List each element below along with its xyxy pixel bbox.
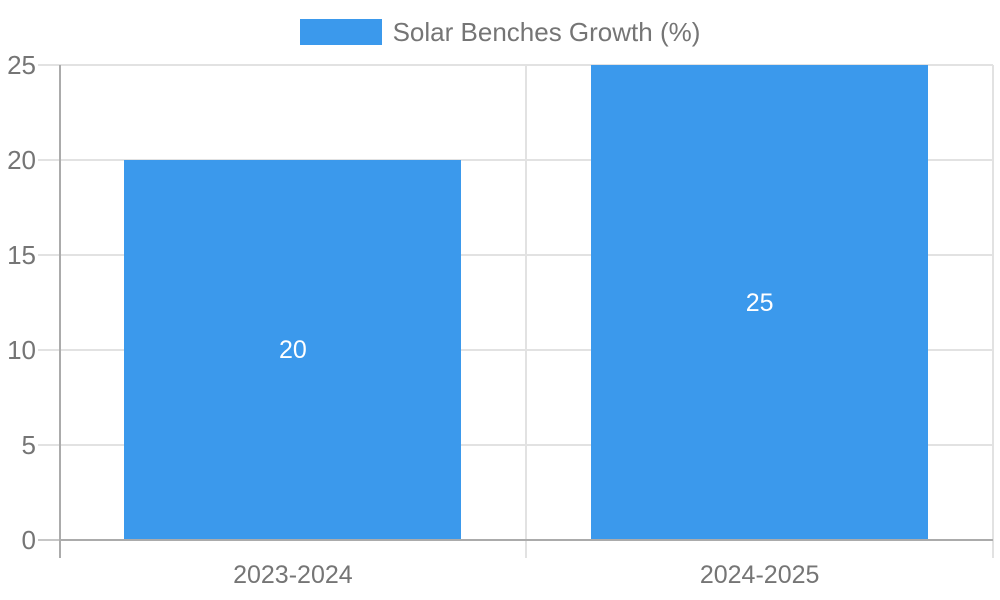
- bar-2024-2025[interactable]: [591, 65, 929, 540]
- category-divider-2: [992, 65, 994, 558]
- legend-swatch: [299, 19, 382, 45]
- ytick-label-0: 0: [21, 525, 36, 555]
- bar-value-label-2023-2024: 20: [278, 336, 307, 364]
- gridline-y-5: [38, 444, 993, 446]
- gridline-y-20: [38, 159, 993, 161]
- ytick-label-10: 10: [7, 335, 36, 365]
- bar-value-label-2024-2025: 25: [745, 288, 774, 317]
- baseline-tick: [38, 539, 60, 541]
- legend-label: Solar Benches Growth (%): [392, 17, 701, 47]
- ytick-label-15: 15: [7, 240, 36, 270]
- gridline-y-10: [38, 349, 993, 351]
- xtick-label-2023-2024: 2023-2024: [233, 561, 353, 589]
- ytick-label-20: 20: [7, 145, 36, 175]
- legend: Solar Benches Growth (%): [0, 15, 1000, 49]
- category-divider-1: [525, 65, 528, 558]
- y-axis-line: [58, 65, 61, 558]
- baseline: [59, 539, 993, 541]
- gridline-y-15: [38, 254, 993, 256]
- ytick-label-25: 25: [7, 50, 36, 80]
- xtick-label-2024-2025: 2024-2025: [699, 561, 820, 589]
- ytick-label-5: 5: [21, 430, 36, 460]
- bar-2023-2024[interactable]: [124, 160, 462, 540]
- gridline-y-25: [38, 64, 993, 66]
